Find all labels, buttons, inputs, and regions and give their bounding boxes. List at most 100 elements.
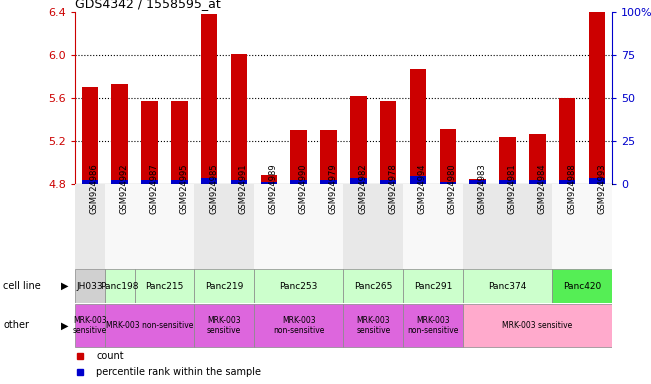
Text: GSM924993: GSM924993	[597, 163, 606, 214]
Text: Panc198: Panc198	[100, 281, 139, 291]
Text: MRK-003
non-sensitive: MRK-003 non-sensitive	[273, 316, 324, 335]
Text: Panc291: Panc291	[414, 281, 452, 291]
Bar	[552, 184, 612, 269]
Text: MRK-003
sensitive: MRK-003 sensitive	[207, 316, 241, 335]
Text: MRK-003
non-sensitive: MRK-003 non-sensitive	[408, 316, 458, 335]
Bar	[194, 270, 254, 303]
Bar	[260, 175, 277, 184]
Text: JH033: JH033	[76, 281, 103, 291]
Bar	[81, 180, 98, 184]
Bar	[403, 270, 463, 303]
Bar	[403, 184, 463, 269]
Text: ▶: ▶	[61, 281, 68, 291]
Text: percentile rank within the sample: percentile rank within the sample	[96, 367, 261, 377]
Bar	[135, 270, 194, 303]
Bar	[290, 130, 307, 184]
Text: MRK-003
sensitive: MRK-003 sensitive	[356, 316, 391, 335]
Bar	[194, 184, 254, 269]
Bar	[559, 180, 575, 184]
Text: GSM924987: GSM924987	[150, 163, 158, 214]
Bar	[380, 180, 396, 184]
Bar	[499, 180, 516, 184]
Bar	[254, 184, 344, 269]
Bar	[171, 180, 187, 184]
Bar	[529, 134, 546, 184]
Text: GDS4342 / 1558595_at: GDS4342 / 1558595_at	[75, 0, 221, 10]
Bar	[254, 304, 344, 347]
Text: GSM924983: GSM924983	[478, 163, 487, 214]
Text: MRK-003 sensitive: MRK-003 sensitive	[502, 321, 572, 330]
Bar	[201, 14, 217, 184]
Bar	[105, 304, 194, 347]
Bar	[111, 84, 128, 184]
Bar	[529, 180, 546, 184]
Text: Panc265: Panc265	[354, 281, 393, 291]
Bar	[463, 304, 612, 347]
Bar	[499, 137, 516, 184]
Bar	[260, 182, 277, 184]
Text: GSM924989: GSM924989	[269, 163, 278, 214]
Bar	[201, 178, 217, 184]
Bar	[230, 54, 247, 184]
Text: count: count	[96, 351, 124, 361]
Bar	[194, 304, 254, 347]
Bar	[290, 180, 307, 184]
Bar	[171, 101, 187, 184]
Text: GSM924990: GSM924990	[299, 163, 308, 214]
Text: GSM924981: GSM924981	[508, 163, 516, 214]
Text: GSM924985: GSM924985	[209, 163, 218, 214]
Bar	[439, 129, 456, 184]
Bar	[81, 87, 98, 184]
Text: GSM924980: GSM924980	[448, 163, 457, 214]
Bar	[409, 69, 426, 184]
Bar	[75, 304, 105, 347]
Text: GSM924992: GSM924992	[120, 163, 129, 214]
Bar	[141, 101, 158, 184]
Text: GSM924994: GSM924994	[418, 163, 427, 214]
Text: MRK-003
sensitive: MRK-003 sensitive	[73, 316, 107, 335]
Bar	[403, 304, 463, 347]
Text: Panc219: Panc219	[205, 281, 243, 291]
Bar	[380, 101, 396, 184]
Bar	[589, 178, 605, 184]
Bar	[75, 184, 105, 269]
Bar	[344, 304, 403, 347]
Bar	[409, 175, 426, 184]
Text: GSM924982: GSM924982	[358, 163, 367, 214]
Bar	[111, 180, 128, 184]
Bar	[350, 178, 367, 184]
Bar	[141, 180, 158, 184]
Text: cell line: cell line	[3, 281, 41, 291]
Bar	[589, 6, 605, 184]
Bar	[230, 180, 247, 184]
Bar	[105, 270, 135, 303]
Bar	[320, 180, 337, 184]
Text: GSM924991: GSM924991	[239, 163, 248, 214]
Text: Panc215: Panc215	[145, 281, 184, 291]
Bar	[320, 130, 337, 184]
Bar	[439, 182, 456, 184]
Bar	[344, 184, 403, 269]
Bar	[254, 270, 344, 303]
Bar	[344, 270, 403, 303]
Bar	[469, 180, 486, 184]
Bar	[463, 270, 552, 303]
Bar	[105, 184, 194, 269]
Text: other: other	[3, 320, 29, 331]
Text: GSM924988: GSM924988	[567, 163, 576, 214]
Bar	[552, 270, 612, 303]
Text: Panc420: Panc420	[563, 281, 602, 291]
Bar	[463, 184, 552, 269]
Text: ▶: ▶	[61, 320, 68, 331]
Bar	[75, 270, 105, 303]
Text: GSM924979: GSM924979	[329, 163, 337, 214]
Text: MRK-003 non-sensitive: MRK-003 non-sensitive	[105, 321, 193, 330]
Text: GSM924986: GSM924986	[90, 163, 99, 214]
Text: GSM924984: GSM924984	[537, 163, 546, 214]
Bar	[350, 96, 367, 184]
Text: Panc253: Panc253	[279, 281, 318, 291]
Text: Panc374: Panc374	[488, 281, 527, 291]
Bar	[469, 179, 486, 184]
Bar	[559, 98, 575, 184]
Text: GSM924995: GSM924995	[179, 163, 188, 214]
